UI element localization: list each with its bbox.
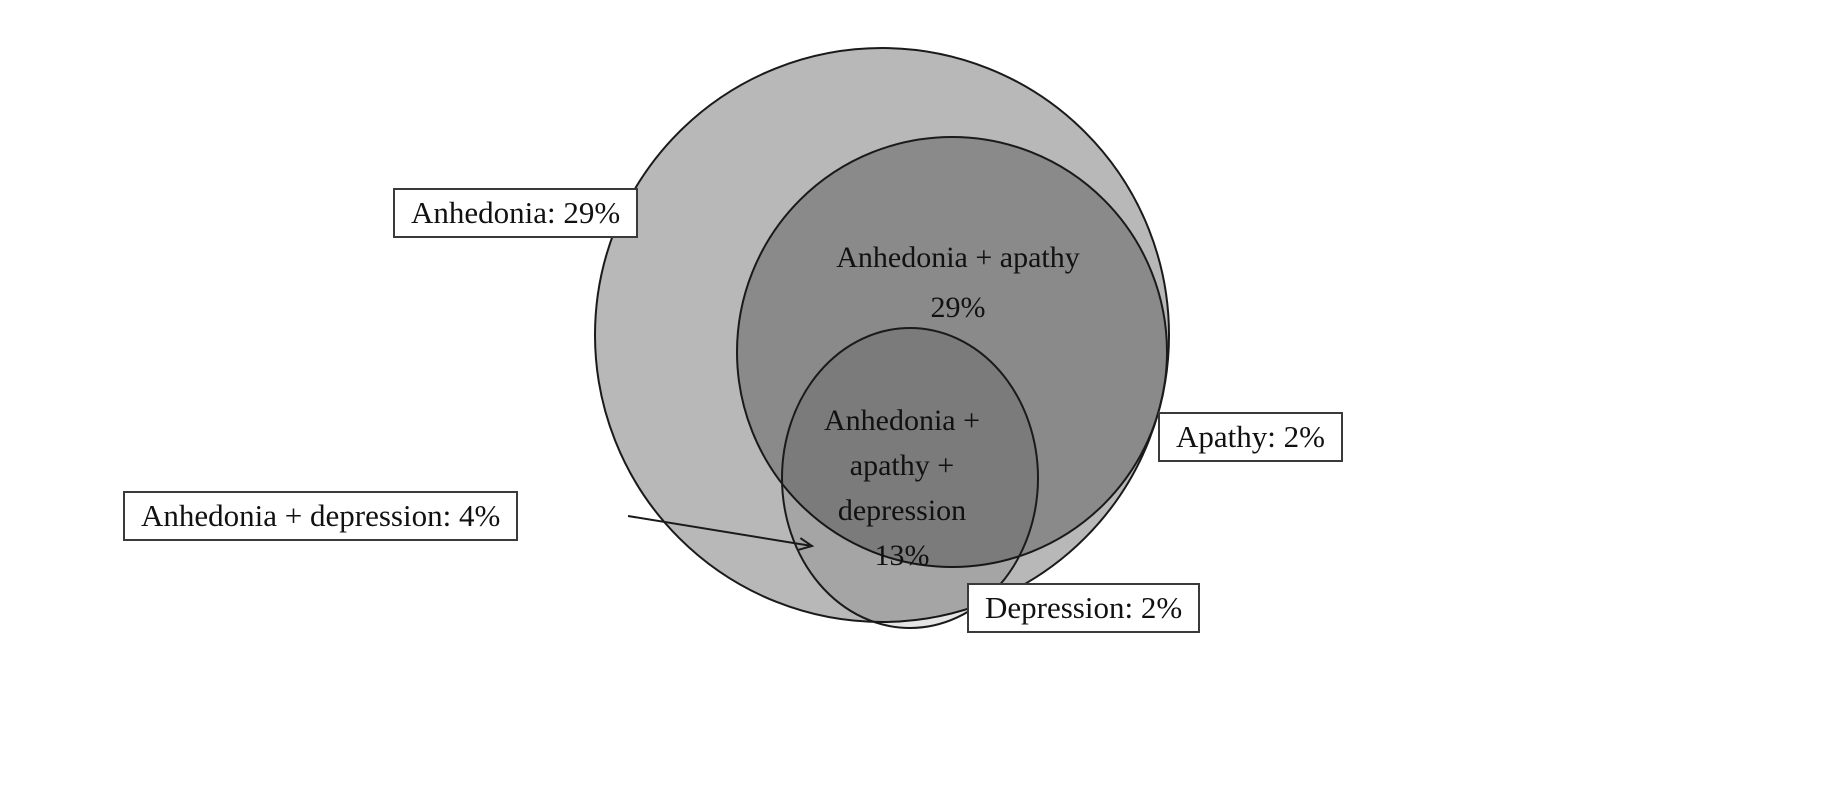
- triple-overlap-percent: 13%: [874, 539, 930, 572]
- triple-overlap-line2: apathy +: [849, 449, 955, 482]
- triple-overlap-line1: Anhedonia +: [823, 404, 981, 437]
- depression-label-box: Depression: 2%: [967, 583, 1201, 633]
- anhedonia-apathy-percent: 29%: [930, 291, 986, 324]
- apathy-circle: [736, 136, 1168, 568]
- triple-overlap-label: Anhedonia + apathy + depression 13%: [824, 398, 980, 578]
- callout-arrow-line: [627, 515, 813, 547]
- triple-overlap-line3: depression: [837, 494, 967, 527]
- apathy-label-box: Apathy: 2%: [1158, 412, 1343, 462]
- callout-arrow-head: [798, 537, 815, 551]
- depression-circle: [781, 327, 1039, 629]
- anhedonia-apathy-label: Anhedonia + apathy: [836, 241, 1080, 274]
- anhedonia-circle: [594, 47, 1170, 623]
- anhedonia-depression-label-box: Anhedonia + depression: 4%: [123, 491, 519, 541]
- anhedonia-label-box: Anhedonia: 29%: [393, 188, 639, 238]
